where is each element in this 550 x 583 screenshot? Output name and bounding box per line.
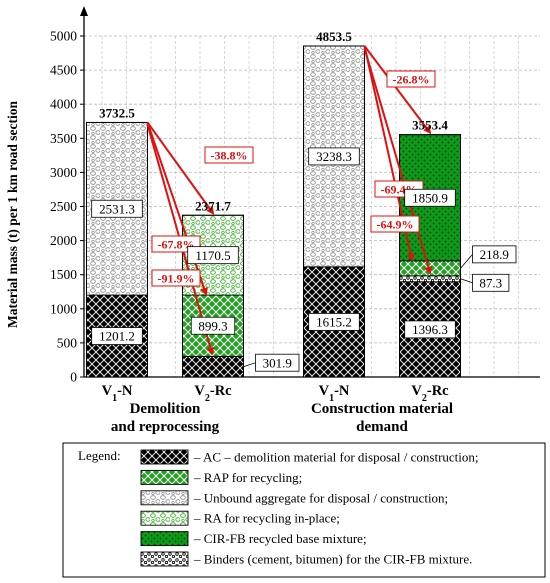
change-arrows: -38.8%-67.8%-91.9%-26.8%-69.4%-64.9% xyxy=(146,45,436,356)
x-category-label: V1-N xyxy=(102,383,133,404)
segment-value-label-box xyxy=(187,246,239,265)
legend-item-label: – Unbound aggregate for disposal / const… xyxy=(193,490,448,505)
segment-value-label: 1170.5 xyxy=(195,248,230,263)
segment-value-label: 1201.2 xyxy=(99,329,135,344)
bar-outline xyxy=(303,45,365,378)
legend-title: Legend: xyxy=(78,448,121,463)
y-tick-label: 1500 xyxy=(50,267,77,282)
segment-value-label: 218.9 xyxy=(480,247,509,262)
segment-value-label-box xyxy=(91,327,143,345)
legend-swatch-cirfb xyxy=(140,531,189,547)
segment-value-label: 3238.3 xyxy=(316,149,352,164)
segment-value-label: 1615.2 xyxy=(316,315,352,330)
y-tick-label: 4000 xyxy=(50,97,77,112)
callout-line xyxy=(460,254,473,269)
y-tick-label: 3000 xyxy=(50,165,77,180)
change-label: -38.8% xyxy=(211,148,248,162)
segment-value-label-box xyxy=(404,188,456,207)
legend-item-label: – RAP for recycling; xyxy=(193,470,302,485)
y-tick-label: 1000 xyxy=(50,301,77,316)
callout-line xyxy=(243,362,256,368)
y-tick-label: 500 xyxy=(57,335,78,350)
change-arrow xyxy=(146,121,215,215)
segment-value-label: 1396.3 xyxy=(412,322,448,337)
segment-value-label-box xyxy=(255,353,300,372)
bar-outline xyxy=(86,121,148,378)
legend: Legend: – AC – demolition material for di… xyxy=(62,442,546,578)
segment-value-label-box xyxy=(308,313,360,331)
legend-swatch-ra xyxy=(140,510,189,526)
x-category-label: V2-Rc xyxy=(411,383,449,404)
legend-item-label: – Binders (cement, bitumen) for the CIR-… xyxy=(193,552,472,567)
segment-value-label: 899.3 xyxy=(198,318,227,333)
bar-total-label: 4853.5 xyxy=(316,29,352,44)
y-axis-title: Material mass (t) per 1 km road section xyxy=(5,100,20,328)
x-category-label: V2-Rc xyxy=(194,383,232,404)
segment-value-label-box xyxy=(472,273,510,292)
y-tick-label: 2000 xyxy=(50,233,77,248)
y-tick-label: 4500 xyxy=(50,63,77,78)
segment-value-label: 2531.3 xyxy=(99,201,135,216)
change-label-box xyxy=(370,215,420,233)
change-arrow xyxy=(146,122,208,296)
change-arrow xyxy=(363,47,433,275)
change-arrow xyxy=(363,45,432,135)
group-label: Demolition xyxy=(130,401,201,417)
group-label: Construction material xyxy=(311,401,453,417)
legend-item-label: – RA for recycling in-place; xyxy=(193,511,340,526)
bar-total-label: 3553.4 xyxy=(412,118,448,133)
y-tick-label: 2500 xyxy=(50,199,77,214)
legend-swatch-binder xyxy=(140,551,189,567)
y-tick-label: 5000 xyxy=(50,29,77,44)
segment-value-label: 1850.9 xyxy=(412,190,448,205)
group-label: and reprocessing xyxy=(111,419,220,435)
legend-item-label: – AC – demolition material for disposal … xyxy=(193,450,479,465)
bar-segment-rap xyxy=(399,260,461,277)
segment-value-label: 87.3 xyxy=(479,275,502,290)
group-label: demand xyxy=(356,419,408,435)
change-label: -67.8% xyxy=(158,237,195,251)
segment-value-label-box xyxy=(91,199,143,218)
bar-outline xyxy=(182,214,244,378)
change-label-box xyxy=(386,70,436,88)
segment-value-label-box xyxy=(308,147,360,166)
y-tick-label: 0 xyxy=(70,370,77,385)
legend-swatch-ac xyxy=(140,449,189,465)
bar-outline xyxy=(399,134,461,378)
segment-value-label: 301.9 xyxy=(263,355,292,370)
legend-swatch-rap xyxy=(140,469,189,485)
segment-value-label-box xyxy=(472,245,517,264)
bar-segment-ac xyxy=(182,355,244,378)
change-label-box xyxy=(204,146,254,164)
change-label-box xyxy=(151,269,201,287)
y-tick-label: 3500 xyxy=(50,131,77,146)
legend-swatch-unbound xyxy=(140,490,189,506)
segment-value-label-box xyxy=(404,320,456,339)
change-label: -91.9% xyxy=(158,271,195,285)
bar-segment-binder xyxy=(399,275,461,283)
segment-value-label-box xyxy=(190,316,236,335)
bar-total-label: 3732.5 xyxy=(99,105,135,120)
legend-item-label: – CIR-FB recycled base mixture; xyxy=(193,531,367,546)
callout-line xyxy=(460,278,473,284)
axes: 0 500 1000 1500 2000 2500 3000 3500 4000 4500 5000… xyxy=(5,6,540,385)
change-label: -26.8% xyxy=(393,72,430,86)
bar-total-label: 2371.7 xyxy=(195,198,231,213)
x-category-label: V1-N xyxy=(319,383,350,404)
change-label: -64.9% xyxy=(377,217,414,231)
